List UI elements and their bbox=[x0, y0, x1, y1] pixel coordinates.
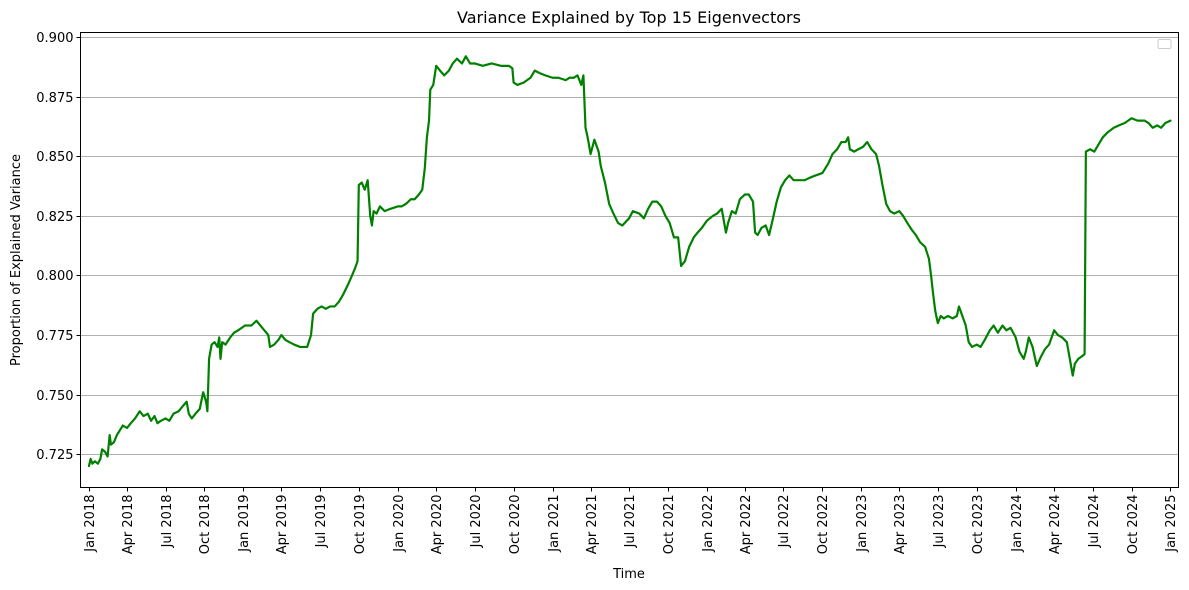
x-tick-label: Jul 2022 bbox=[777, 495, 792, 549]
x-tick-label: Apr 2022 bbox=[739, 495, 754, 555]
y-axis: 0.725 0.750 0.775 0.800 0.825 0.850 0.875 0.900 bbox=[36, 31, 81, 463]
x-tick-label: Jan 2018 bbox=[83, 495, 98, 553]
x-tick-label: Jan 2023 bbox=[855, 495, 870, 553]
x-tick-label: Jul 2023 bbox=[932, 495, 947, 549]
plot-frame bbox=[80, 32, 1179, 488]
y-tick-label: 0.800 bbox=[36, 269, 73, 284]
x-tick-label: Oct 2021 bbox=[662, 495, 677, 555]
x-axis-label: Time bbox=[612, 567, 645, 582]
y-tick-label: 0.750 bbox=[36, 389, 73, 404]
x-tick-label: Jul 2018 bbox=[160, 495, 175, 549]
x-tick-label: Jan 2020 bbox=[392, 495, 407, 553]
chart-title: Variance Explained by Top 15 Eigenvector… bbox=[457, 8, 801, 27]
x-tick-label: Oct 2019 bbox=[353, 495, 368, 555]
x-tick-label: Jan 2025 bbox=[1164, 495, 1179, 553]
y-tick-label: 0.875 bbox=[36, 91, 73, 106]
x-tick-label: Oct 2024 bbox=[1126, 495, 1141, 555]
empty-legend-box bbox=[1157, 39, 1172, 49]
variance-series-line bbox=[87, 55, 1172, 468]
y-tick-label: 0.900 bbox=[36, 31, 73, 46]
y-tick-label: 0.775 bbox=[36, 329, 73, 344]
y-tick-label: 0.725 bbox=[36, 448, 73, 463]
x-tick-label: Jul 2019 bbox=[314, 495, 329, 549]
x-tick-label: Jan 2021 bbox=[547, 495, 562, 553]
x-tick-label: Apr 2019 bbox=[275, 495, 290, 555]
x-tick-label: Jul 2020 bbox=[469, 495, 484, 549]
x-tick-label: Oct 2022 bbox=[816, 495, 831, 555]
x-tick-label: Jan 2024 bbox=[1010, 495, 1025, 553]
x-tick-label: Oct 2020 bbox=[508, 495, 523, 555]
x-tick-label: Apr 2024 bbox=[1048, 495, 1063, 555]
x-tick-label: Oct 2018 bbox=[198, 495, 213, 555]
x-tick-label: Oct 2023 bbox=[971, 495, 986, 555]
x-tick-label: Jan 2019 bbox=[237, 495, 252, 553]
x-tick-label: Apr 2018 bbox=[121, 495, 136, 555]
x-tick-label: Apr 2020 bbox=[430, 495, 445, 555]
y-gridlines bbox=[80, 37, 1179, 455]
x-tick-label: Apr 2023 bbox=[893, 495, 908, 555]
y-tick-label: 0.825 bbox=[36, 210, 73, 225]
y-tick-label: 0.850 bbox=[36, 150, 73, 165]
x-tick-label: Jul 2021 bbox=[623, 495, 638, 549]
x-tick-label: Jan 2022 bbox=[701, 495, 716, 553]
y-axis-label: Proportion of Explained Variance bbox=[9, 154, 24, 366]
x-axis: Jan 2018 Apr 2018 Jul 2018 Oct 2018 Jan 2019… bbox=[83, 487, 1179, 555]
series-layer bbox=[87, 55, 1172, 468]
x-tick-label: Jul 2024 bbox=[1087, 495, 1102, 549]
x-tick-label: Apr 2021 bbox=[585, 495, 600, 555]
